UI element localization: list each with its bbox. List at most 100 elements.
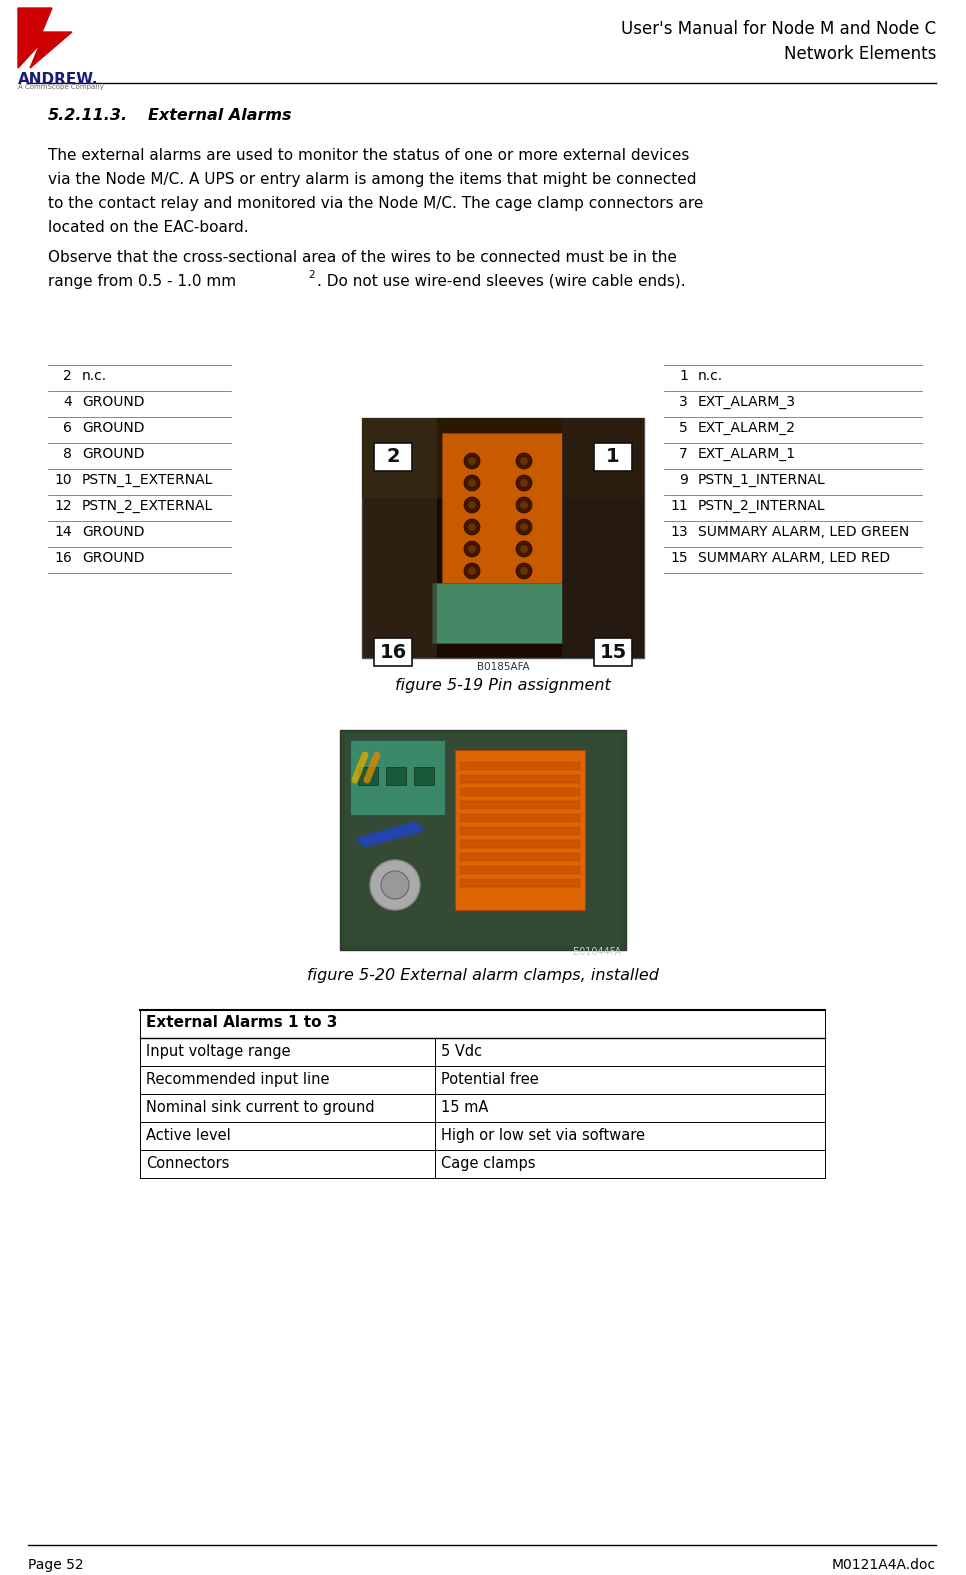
- Text: Nominal sink current to ground: Nominal sink current to ground: [146, 1099, 375, 1115]
- Text: External Alarms 1 to 3: External Alarms 1 to 3: [146, 1014, 337, 1030]
- Circle shape: [520, 545, 528, 553]
- Bar: [345, 736, 621, 945]
- Text: GROUND: GROUND: [82, 447, 145, 461]
- Text: Page 52: Page 52: [28, 1558, 84, 1572]
- Circle shape: [464, 498, 480, 513]
- Text: 2: 2: [308, 269, 315, 280]
- Circle shape: [516, 606, 532, 624]
- Text: 4: 4: [63, 395, 72, 410]
- Text: EXT_ALARM_3: EXT_ALARM_3: [698, 395, 796, 410]
- Bar: [374, 443, 412, 471]
- Text: 9: 9: [679, 472, 688, 487]
- Circle shape: [520, 589, 528, 597]
- Circle shape: [370, 860, 420, 910]
- Circle shape: [464, 562, 480, 580]
- Text: EXT_ALARM_1: EXT_ALARM_1: [698, 447, 796, 461]
- Bar: [358, 767, 378, 784]
- Text: GROUND: GROUND: [82, 551, 145, 565]
- Text: 10: 10: [54, 472, 72, 487]
- Text: 1: 1: [607, 447, 620, 466]
- Text: located on the EAC-board.: located on the EAC-board.: [48, 221, 248, 235]
- Circle shape: [464, 520, 480, 536]
- Circle shape: [520, 567, 528, 575]
- Bar: [432, 583, 562, 643]
- Text: 2: 2: [386, 447, 400, 466]
- Text: 12: 12: [54, 499, 72, 513]
- Text: EXT_ALARM_2: EXT_ALARM_2: [698, 421, 796, 435]
- Bar: [386, 767, 406, 784]
- Circle shape: [468, 567, 476, 575]
- Text: M0121A4A.doc: M0121A4A.doc: [832, 1558, 936, 1572]
- Circle shape: [520, 523, 528, 531]
- Circle shape: [468, 479, 476, 487]
- Text: The external alarms are used to monitor the status of one or more external devic: The external alarms are used to monitor …: [48, 148, 690, 162]
- Circle shape: [516, 498, 532, 513]
- Bar: [350, 740, 445, 814]
- Bar: [362, 417, 644, 658]
- Circle shape: [468, 611, 476, 619]
- Text: A CommScope Company: A CommScope Company: [18, 83, 104, 90]
- Text: GROUND: GROUND: [82, 395, 145, 410]
- Circle shape: [468, 457, 476, 465]
- Circle shape: [516, 454, 532, 469]
- Text: PSTN_1_INTERNAL: PSTN_1_INTERNAL: [698, 472, 826, 487]
- Text: SUMMARY ALARM, LED RED: SUMMARY ALARM, LED RED: [698, 551, 890, 565]
- Text: 5 Vdc: 5 Vdc: [441, 1044, 482, 1058]
- Circle shape: [516, 540, 532, 558]
- Bar: [460, 775, 580, 783]
- Circle shape: [468, 589, 476, 597]
- Bar: [460, 802, 580, 810]
- Text: High or low set via software: High or low set via software: [441, 1128, 645, 1143]
- Text: ANDREW.: ANDREW.: [18, 72, 99, 87]
- Text: 13: 13: [670, 524, 688, 539]
- Bar: [362, 417, 644, 498]
- Circle shape: [516, 584, 532, 602]
- Text: Cage clamps: Cage clamps: [441, 1156, 535, 1170]
- Text: range from 0.5 - 1.0 mm: range from 0.5 - 1.0 mm: [48, 274, 236, 288]
- Text: Network Elements: Network Elements: [783, 46, 936, 63]
- Circle shape: [464, 606, 480, 624]
- Bar: [460, 839, 580, 847]
- Text: Potential free: Potential free: [441, 1073, 539, 1087]
- Text: External Alarms: External Alarms: [148, 109, 292, 123]
- Bar: [460, 762, 580, 770]
- Text: 3: 3: [679, 395, 688, 410]
- Circle shape: [516, 520, 532, 536]
- Text: 1: 1: [679, 369, 688, 383]
- Circle shape: [520, 457, 528, 465]
- Text: E01044FA: E01044FA: [573, 947, 621, 958]
- Text: figure 5-19 Pin assignment: figure 5-19 Pin assignment: [395, 677, 611, 693]
- Bar: [362, 417, 437, 658]
- Bar: [442, 433, 562, 633]
- Text: GROUND: GROUND: [82, 524, 145, 539]
- Text: 16: 16: [380, 643, 407, 661]
- Text: B0185AFA: B0185AFA: [476, 662, 529, 673]
- Circle shape: [468, 523, 476, 531]
- Circle shape: [464, 476, 480, 491]
- Circle shape: [520, 479, 528, 487]
- Circle shape: [468, 545, 476, 553]
- Text: 15: 15: [599, 643, 627, 661]
- Text: 16: 16: [54, 551, 72, 565]
- Text: Active level: Active level: [146, 1128, 231, 1143]
- Text: PSTN_1_EXTERNAL: PSTN_1_EXTERNAL: [82, 472, 213, 487]
- Text: to the contact relay and monitored via the Node M/C. The cage clamp connectors a: to the contact relay and monitored via t…: [48, 195, 703, 211]
- Text: Recommended input line: Recommended input line: [146, 1073, 329, 1087]
- Circle shape: [468, 501, 476, 509]
- Text: n.c.: n.c.: [82, 369, 107, 383]
- Circle shape: [516, 562, 532, 580]
- Text: 11: 11: [670, 499, 688, 513]
- Circle shape: [381, 871, 409, 899]
- Text: Input voltage range: Input voltage range: [146, 1044, 291, 1058]
- Bar: [460, 827, 580, 835]
- Bar: [594, 638, 632, 666]
- Text: . Do not use wire-end sleeves (wire cable ends).: . Do not use wire-end sleeves (wire cabl…: [317, 274, 686, 288]
- Text: 8: 8: [63, 447, 72, 461]
- Circle shape: [520, 501, 528, 509]
- Polygon shape: [18, 8, 72, 68]
- Bar: [455, 750, 585, 910]
- Text: 2: 2: [63, 369, 72, 383]
- Bar: [340, 729, 626, 950]
- Text: 5: 5: [679, 421, 688, 435]
- Bar: [374, 638, 412, 666]
